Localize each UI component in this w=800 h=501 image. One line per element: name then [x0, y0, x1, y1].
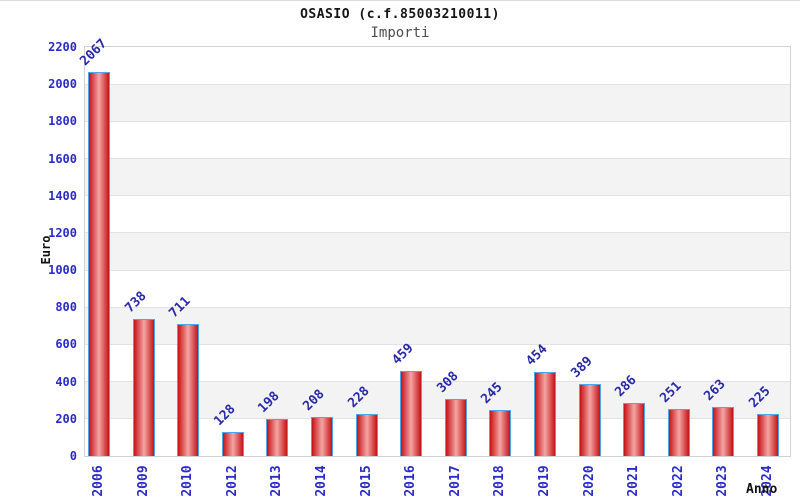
plot-band [85, 158, 790, 196]
bar-2006 [88, 71, 110, 456]
chart-subtitle: Importi [370, 25, 430, 41]
y-tick-mark [72, 343, 76, 345]
x-tick-label: 2021 [626, 465, 642, 497]
x-tick-label: 2009 [135, 465, 151, 497]
gridline [85, 343, 790, 345]
gridline [85, 381, 790, 383]
y-tick-mark [72, 418, 76, 420]
bar-2009 [132, 318, 155, 456]
x-tick-label: 2022 [670, 465, 686, 497]
gridline [85, 83, 790, 85]
y-tick-label: 1000 [48, 263, 77, 278]
plot-area: 0 200 400 600 800 1000 1200 1400 1600 1800 2000 220… [48, 36, 791, 497]
gridline [85, 269, 790, 271]
y-tick-label: 0 [69, 449, 77, 463]
y-tick-mark [72, 381, 76, 383]
x-tick-label: 2006 [91, 465, 106, 497]
x-tick-label: 2016 [403, 465, 419, 497]
y-tick-label: 2200 [48, 40, 77, 54]
gridline [85, 120, 790, 122]
y-tick-label: 400 [55, 374, 77, 389]
y-tick-mark [72, 232, 76, 234]
plot-band [85, 232, 790, 271]
plot-band [85, 47, 790, 85]
y-tick-mark [72, 455, 76, 457]
y-tick-mark [72, 158, 76, 160]
y-tick-label: 800 [55, 300, 77, 315]
gridline [85, 195, 790, 197]
y-tick-label: 200 [55, 411, 77, 426]
x-tick-label: 2017 [447, 465, 463, 497]
bar-2010 [177, 323, 200, 456]
y-tick-label: 2000 [48, 77, 77, 92]
gridline [85, 158, 790, 160]
y-tick-label: 1800 [48, 114, 77, 129]
chart-title: OSASIO (c.f.85003210011) [300, 7, 500, 22]
gridline [85, 232, 790, 234]
bar-2021 [623, 402, 646, 456]
y-tick-mark [72, 120, 76, 122]
plot-band [85, 84, 790, 122]
gridline [85, 306, 790, 308]
x-tick-label: 2015 [358, 465, 374, 497]
y-tick-mark [72, 306, 76, 308]
y-axis-title: Euro [39, 235, 53, 265]
bar-2015 [355, 413, 378, 456]
plot-band [85, 195, 790, 233]
y-tick-mark [72, 195, 76, 197]
y-tick-mark [72, 46, 76, 48]
bar-2016 [400, 370, 423, 456]
bar-2023 [712, 407, 735, 456]
x-tick-label: 2012 [224, 465, 240, 497]
y-tick-label: 600 [55, 337, 77, 352]
plot-band [85, 121, 790, 159]
bar-2024 [757, 414, 779, 456]
y-tick-label: 1400 [48, 188, 77, 203]
y-tick-label: 1600 [48, 151, 77, 166]
y-tick-mark [72, 83, 76, 85]
bar-2013 [266, 419, 289, 456]
bar-2018 [489, 410, 512, 456]
y-tick-label: 1200 [48, 225, 77, 240]
bar-2019 [534, 371, 556, 456]
x-tick-label: 2010 [180, 465, 196, 497]
x-tick-label: 2014 [314, 465, 329, 497]
bar-2014 [311, 417, 333, 456]
x-tick-label: 2020 [581, 465, 597, 497]
bar-2017 [444, 398, 467, 456]
bar-2012 [221, 432, 244, 456]
x-tick-label: 2013 [269, 465, 285, 497]
plot-band [85, 344, 790, 382]
x-tick-label: 2023 [715, 465, 731, 497]
gridline [85, 418, 790, 420]
bar-2022 [667, 409, 690, 456]
plot-band [85, 270, 790, 308]
y-tick-mark [72, 269, 76, 271]
plot-band [85, 307, 790, 345]
x-tick-label: 2019 [537, 465, 552, 497]
x-axis-title: Anno [746, 482, 778, 497]
bar-2020 [578, 383, 601, 456]
x-tick-label: 2018 [492, 465, 508, 497]
